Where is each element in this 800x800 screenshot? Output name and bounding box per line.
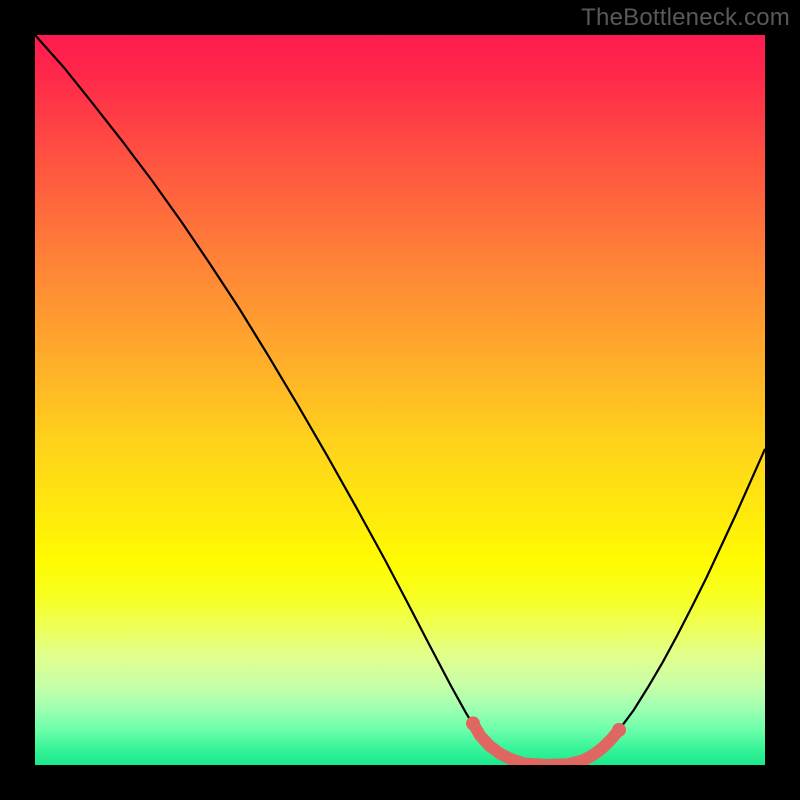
optimal-range-highlight — [473, 723, 619, 765]
plot-area — [35, 35, 765, 765]
watermark-text: TheBottleneck.com — [581, 4, 790, 32]
chart-frame: TheBottleneck.com — [0, 0, 800, 800]
highlight-end-dot — [612, 723, 626, 737]
bottleneck-curve — [35, 35, 765, 765]
curve-overlay — [35, 35, 765, 765]
highlight-end-dot — [466, 716, 480, 730]
